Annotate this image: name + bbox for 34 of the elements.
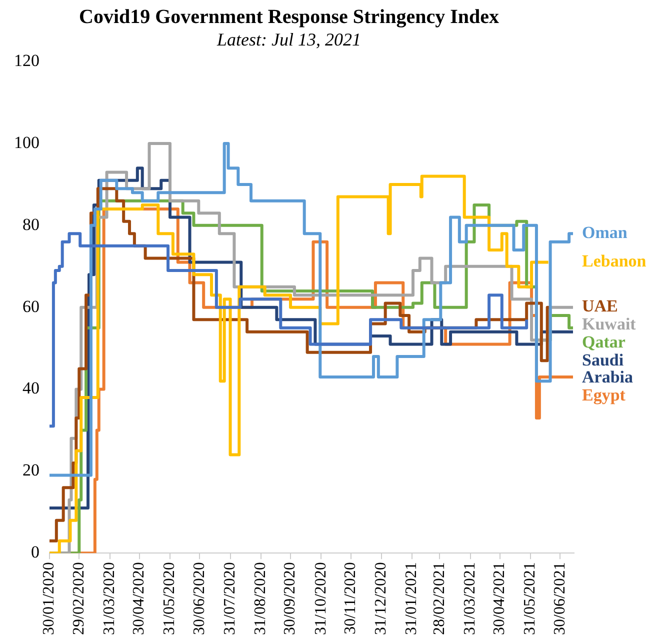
x-tick-label: 31/07/2020 <box>221 562 238 635</box>
series-label: Qatar <box>582 332 626 352</box>
x-tick-label: 30/06/2020 <box>190 562 208 635</box>
x-tick-label: 31/01/2021 <box>403 562 420 635</box>
x-tick-label: 30/01/2020 <box>40 562 58 635</box>
y-tick-label: 20 <box>22 460 40 480</box>
x-tick-label: 31/05/2021 <box>522 562 539 635</box>
y-tick-label: 40 <box>22 378 40 398</box>
x-tick-label: 31/05/2020 <box>161 562 178 635</box>
x-tick-label: 30/04/2021 <box>491 562 508 635</box>
x-tick-label: 31/10/2020 <box>312 562 330 635</box>
y-tick-label: 120 <box>14 51 40 70</box>
series-label: UAE <box>582 296 618 316</box>
y-tick-label: 0 <box>31 542 40 562</box>
x-tick-label: 31/03/2020 <box>100 562 118 635</box>
chart-subtitle: Latest: Jul 13, 2021 <box>216 30 361 50</box>
x-tick-label: 30/11/2020 <box>342 562 359 634</box>
series-label: Lebanon <box>582 252 647 271</box>
series-label: Oman <box>582 223 628 242</box>
x-tick-label: 29/02/2020 <box>70 562 88 635</box>
y-tick-label: 100 <box>14 132 40 152</box>
series-label: Egypt <box>582 386 626 405</box>
x-tick-label: 28/02/2021 <box>430 562 448 635</box>
x-tick-label: 30/09/2020 <box>282 562 299 635</box>
x-tick-label: 31/03/2021 <box>461 562 478 635</box>
x-tick-label: 31/12/2020 <box>372 562 390 635</box>
series-label: Kuwait <box>582 314 636 334</box>
y-tick-label: 60 <box>22 296 40 316</box>
y-tick-label: 80 <box>22 214 40 234</box>
x-tick-label: 30/06/2021 <box>551 562 568 635</box>
x-tick-label: 31/08/2020 <box>252 562 270 635</box>
x-tick-label: 30/04/2020 <box>130 562 148 635</box>
chart-title: Covid19 Government Response Stringency Index <box>78 6 500 28</box>
series-label: Saudi Arabia <box>582 350 634 387</box>
